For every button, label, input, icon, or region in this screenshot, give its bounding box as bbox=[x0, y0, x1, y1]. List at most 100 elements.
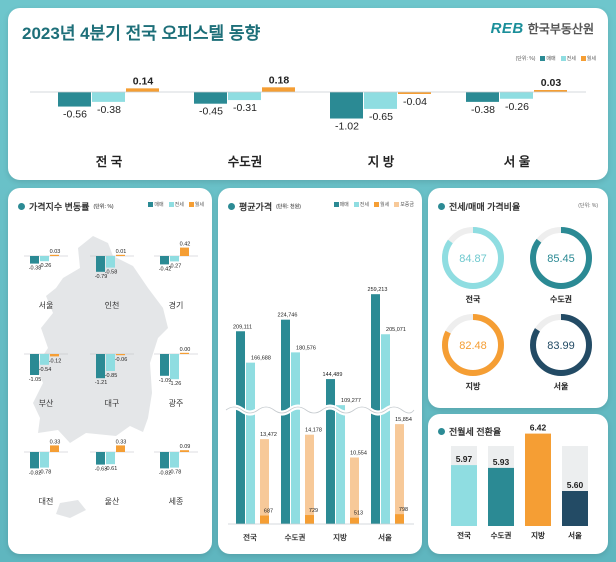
avg-bar-0-2 bbox=[260, 439, 269, 524]
avg-bar-3-2 bbox=[395, 424, 404, 524]
avg-category-label: 전국 bbox=[243, 532, 257, 542]
avg-bar-1-1 bbox=[291, 352, 300, 524]
top-value-label: -0.04 bbox=[403, 96, 427, 108]
regional-name-label: 대구 bbox=[105, 399, 120, 408]
conv-category-label: 전국 bbox=[457, 530, 471, 540]
avg-price-title: 평균가격 (단위: 천원) bbox=[228, 200, 301, 213]
avg-bar-2-1 bbox=[336, 405, 345, 524]
regional-name-label: 서울 bbox=[39, 301, 54, 310]
avg-value-label: 15,854 bbox=[395, 417, 412, 423]
top-bar-2-2 bbox=[398, 92, 431, 94]
ratio-card: 전세/매매 가격비율 (단위: %) 84.87 전국 85.45 수도권 82.48 지… bbox=[428, 188, 608, 408]
regional-name-label: 대전 bbox=[39, 496, 54, 506]
avg-bar-1-2 bbox=[305, 434, 314, 524]
top-change-chart: -0.56 -0.380.14전 국-0.45 -0.310.18수도권-1.02-… bbox=[30, 74, 586, 169]
avg-price-card: 평균가격 (단위: 천원) 매매 전세 월세 보증금 209,111 166,68… bbox=[218, 188, 422, 554]
avg-category-label: 지방 bbox=[333, 532, 347, 542]
regional-value-label: -0.26 bbox=[39, 263, 52, 269]
regional-bar-8-2 bbox=[180, 450, 189, 452]
conv-value-label: 5.60 bbox=[567, 480, 584, 490]
regional-bar-3-0 bbox=[30, 354, 39, 375]
top-value-label: 0.14 bbox=[133, 75, 154, 87]
regional-bar-2-0 bbox=[160, 256, 169, 265]
top-bar-0-0 bbox=[58, 92, 91, 107]
ratio-value-label: 84.87 bbox=[459, 253, 487, 265]
regional-value-label: 0.09 bbox=[180, 444, 191, 450]
top-bar-1-2 bbox=[262, 87, 295, 92]
regional-value-label: -0.79 bbox=[95, 274, 108, 280]
ratio-value-label: 83.99 bbox=[547, 340, 575, 352]
top-value-label: -1.02 bbox=[335, 121, 359, 133]
conv-category-label: 지방 bbox=[531, 530, 545, 540]
regional-value-label: -0.06 bbox=[115, 357, 128, 363]
conversion-card: 전월세 전환율 5.97 전국 5.93 수도권 6.42 지방 5.60 서울 bbox=[428, 414, 608, 554]
conv-category-label: 서울 bbox=[568, 530, 582, 540]
regional-bar-6-1 bbox=[40, 452, 49, 468]
avg-bar-3-3 bbox=[395, 514, 404, 524]
regional-bar-2-1 bbox=[170, 256, 179, 262]
regional-bar-6-2 bbox=[50, 445, 59, 452]
top-legend-wolse: 월세 bbox=[580, 55, 596, 62]
top-category-label: 서 울 bbox=[504, 154, 531, 169]
regional-value-label: -0.12 bbox=[49, 358, 62, 364]
regional-bar-0-2 bbox=[50, 254, 59, 256]
conversion-title: 전월세 전환율 bbox=[438, 425, 501, 438]
avg-value-label: 205,071 bbox=[386, 327, 406, 333]
regional-bar-5-0 bbox=[160, 354, 169, 376]
summary-card: 2023년 4분기 전국 오피스텔 동향 REB 한국부동산원 (단위: %) … bbox=[8, 8, 608, 180]
ratio-title: 전세/매매 가격비율 bbox=[438, 200, 520, 213]
avg-bar-1-0 bbox=[281, 319, 290, 524]
regional-value-label: -0.27 bbox=[169, 263, 182, 269]
regional-bar-7-1 bbox=[106, 452, 115, 465]
regional-value-label: -0.38 bbox=[29, 266, 42, 272]
ratio-title-dot-icon bbox=[438, 203, 445, 210]
top-bar-0-2 bbox=[126, 88, 159, 92]
regional-legend: 매매 전세 월세 bbox=[148, 201, 204, 208]
regional-value-label: 0.33 bbox=[116, 439, 127, 445]
top-bar-2-0 bbox=[330, 92, 363, 119]
axis-break-line-icon bbox=[225, 406, 415, 414]
top-legend-jeonse: 전세 bbox=[560, 55, 576, 62]
regional-name-label: 부산 bbox=[39, 398, 54, 408]
conv-bar-1 bbox=[488, 467, 514, 526]
regional-value-label: 0.42 bbox=[180, 242, 191, 248]
ratio-unit: (단위: %) bbox=[578, 203, 598, 209]
avg-bar-2-0 bbox=[326, 379, 335, 524]
avg-value-label: 14,178 bbox=[305, 428, 322, 434]
ratio-arc-3 bbox=[530, 314, 592, 376]
regional-value-label: -0.78 bbox=[169, 470, 182, 476]
top-bar-3-2 bbox=[534, 90, 567, 92]
ratio-name-label: 수도권 bbox=[550, 294, 572, 304]
conv-category-label: 수도권 bbox=[491, 530, 512, 540]
avg-bar-0-0 bbox=[236, 331, 245, 524]
top-value-label: -0.56 bbox=[63, 109, 87, 121]
avg-price-chart: 209,111 166,688 13,472 687 전국 224,746 180,576 1… bbox=[224, 287, 417, 542]
conv-bar-2 bbox=[525, 433, 551, 526]
regional-bar-0-0 bbox=[30, 256, 39, 264]
regional-bar-1-0 bbox=[96, 256, 105, 272]
conv-value-label: 5.97 bbox=[456, 454, 473, 464]
regional-value-label: 0.00 bbox=[180, 347, 191, 353]
avg-value-label: 224,746 bbox=[278, 313, 298, 319]
regional-bar-8-0 bbox=[160, 452, 169, 469]
top-category-label: 수도권 bbox=[228, 155, 263, 169]
top-bar-1-0 bbox=[194, 92, 227, 104]
top-value-label: -0.38 bbox=[97, 104, 121, 116]
top-legend: (단위: %) 매매 전세 월세 bbox=[516, 55, 596, 62]
regional-title-dot-icon bbox=[18, 203, 25, 210]
avg-bar-3-1 bbox=[381, 334, 390, 524]
regional-value-label: -1.26 bbox=[169, 381, 182, 387]
avg-price-legend: 매매 전세 월세 보증금 bbox=[333, 201, 414, 208]
ratio-arc-1 bbox=[530, 227, 592, 289]
regional-bar-1-1 bbox=[106, 256, 115, 268]
regional-value-label: -0.82 bbox=[159, 470, 172, 476]
top-unit: (단위: %) bbox=[515, 56, 536, 62]
top-value-label: 0.18 bbox=[269, 74, 290, 86]
page-title: 2023년 4분기 전국 오피스텔 동향 bbox=[22, 24, 261, 43]
logo-text: 한국부동산원 bbox=[527, 22, 594, 36]
avg-value-label: 10,554 bbox=[350, 451, 367, 457]
regional-bar-7-0 bbox=[96, 452, 105, 465]
top-bar-2-1 bbox=[364, 92, 397, 109]
regional-value-label: -0.85 bbox=[105, 373, 118, 379]
regional-bar-0-1 bbox=[40, 256, 49, 262]
